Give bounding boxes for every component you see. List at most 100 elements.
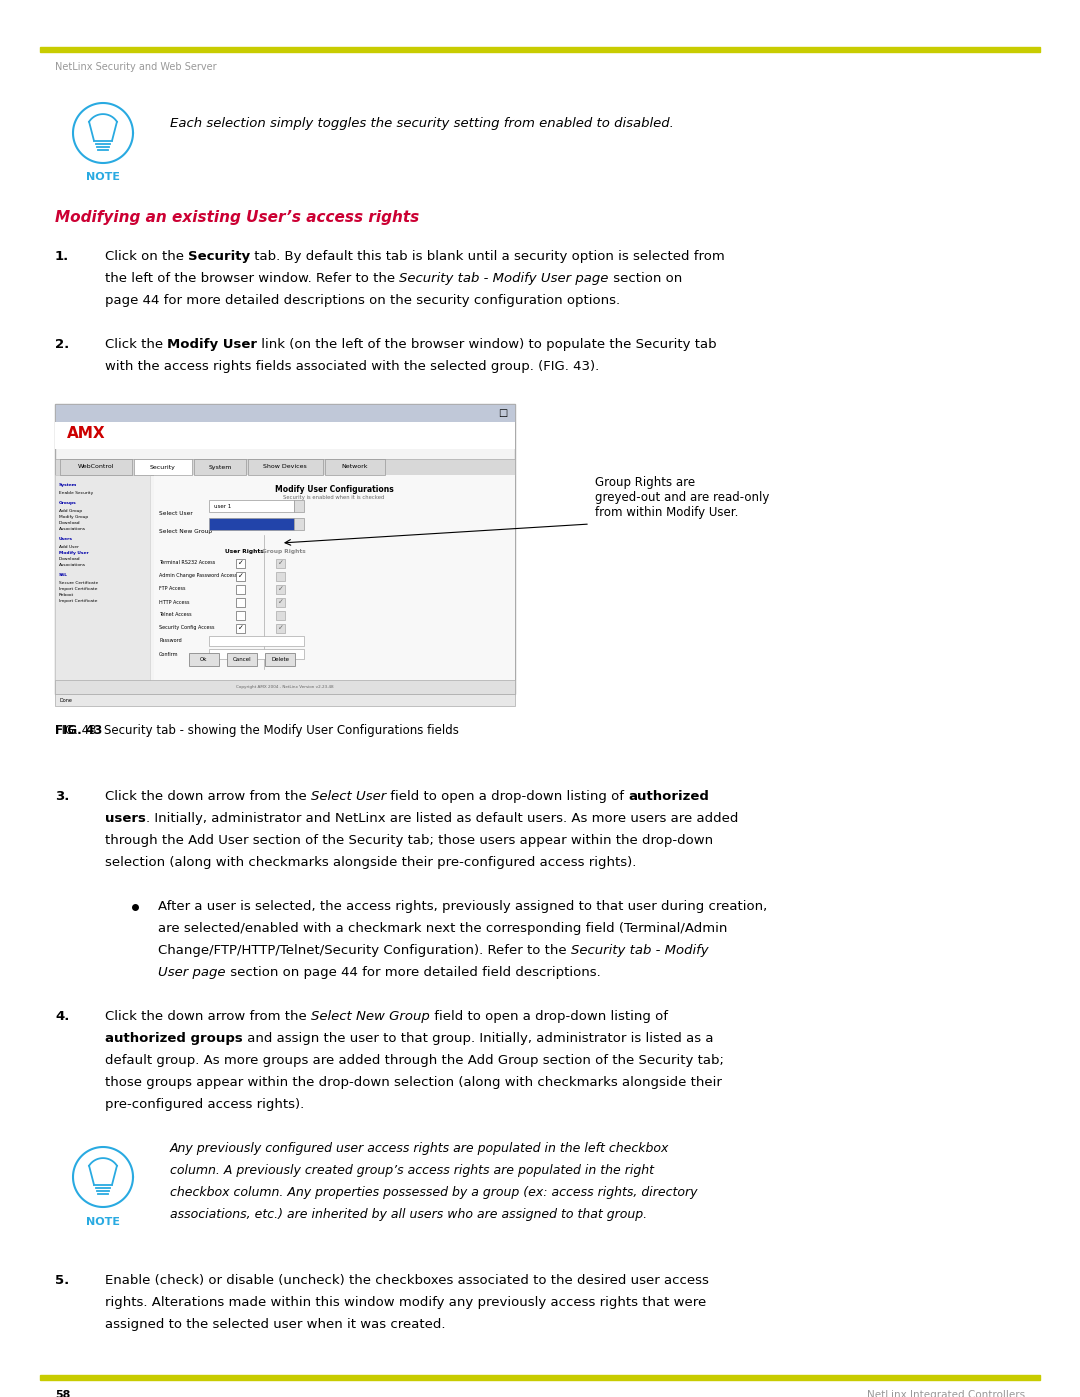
Text: 3.: 3. <box>55 789 69 803</box>
Text: HTTP Access: HTTP Access <box>159 599 189 605</box>
Text: FIG. 43  Security tab - showing the Modify User Configurations fields: FIG. 43 Security tab - showing the Modif… <box>55 724 459 738</box>
Text: System: System <box>59 483 78 488</box>
Text: SSL: SSL <box>59 573 68 577</box>
Text: Click the down arrow from the: Click the down arrow from the <box>105 789 311 803</box>
Text: Download: Download <box>59 521 81 525</box>
Text: through the Add User section of the Security tab; those users appear within the : through the Add User section of the Secu… <box>105 834 713 847</box>
Text: 2.: 2. <box>55 338 69 351</box>
Text: field to open a drop-down listing of: field to open a drop-down listing of <box>430 1010 667 1023</box>
Text: Network: Network <box>341 464 368 469</box>
Bar <box>237 624 245 633</box>
Bar <box>40 47 1040 52</box>
Text: Password: Password <box>159 638 181 644</box>
Text: ✓: ✓ <box>238 560 243 566</box>
Text: Security: Security <box>188 250 251 263</box>
Text: FTP Access: FTP Access <box>159 587 186 591</box>
Text: user 1: user 1 <box>214 503 231 509</box>
Text: Secure Certificate: Secure Certificate <box>59 581 98 585</box>
Text: Click the down arrow from the: Click the down arrow from the <box>105 1010 311 1023</box>
Bar <box>294 500 303 511</box>
Bar <box>55 404 515 422</box>
Bar <box>265 652 295 666</box>
Text: ✓: ✓ <box>238 624 243 631</box>
Bar <box>194 460 246 475</box>
Text: . Initially, administrator and NetLinx are listed as default users. As more user: . Initially, administrator and NetLinx a… <box>146 812 739 826</box>
Text: pre-configured access rights).: pre-configured access rights). <box>105 1098 305 1111</box>
Text: Click the: Click the <box>105 338 167 351</box>
Text: NetLinx Integrated Controllers: NetLinx Integrated Controllers <box>867 1390 1025 1397</box>
Text: Modifying an existing User’s access rights: Modifying an existing User’s access righ… <box>55 210 419 225</box>
Text: NOTE: NOTE <box>86 172 120 182</box>
Bar <box>276 610 285 620</box>
Text: Associations: Associations <box>59 563 86 567</box>
Text: the left of the browser window. Refer to the: the left of the browser window. Refer to… <box>105 272 400 285</box>
Bar <box>248 460 323 475</box>
Text: column. A previously created group’s access rights are populated in the right: column. A previously created group’s acc… <box>170 1164 654 1178</box>
Text: Security tab - Modify: Security tab - Modify <box>571 944 708 957</box>
Text: Admin Change Password Access: Admin Change Password Access <box>159 574 238 578</box>
Text: Security is enabled when it is checked: Security is enabled when it is checked <box>283 495 384 500</box>
Bar <box>276 624 285 633</box>
Bar <box>60 460 132 475</box>
Text: User Rights: User Rights <box>225 549 264 555</box>
Text: rights. Alterations made within this window modify any previously access rights : rights. Alterations made within this win… <box>105 1296 706 1309</box>
Text: After a user is selected, the access rights, previously assigned to that user du: After a user is selected, the access rig… <box>158 900 767 914</box>
Text: Security Config Access: Security Config Access <box>159 626 215 630</box>
Text: Group Rights are
greyed-out and are read-only
from within Modify User.: Group Rights are greyed-out and are read… <box>595 476 769 520</box>
Text: 5.: 5. <box>55 1274 69 1287</box>
Text: Ok: Ok <box>200 657 207 662</box>
Text: Show Devices: Show Devices <box>264 464 307 469</box>
Text: are selected/enabled with a checkmark next the corresponding field (Terminal/Adm: are selected/enabled with a checkmark ne… <box>158 922 727 935</box>
Text: section on: section on <box>609 272 681 285</box>
Text: tab. By default this tab is blank until a security option is selected from: tab. By default this tab is blank until … <box>251 250 725 263</box>
Bar <box>325 460 384 475</box>
Text: Modify User: Modify User <box>59 550 89 555</box>
Text: □: □ <box>498 408 507 418</box>
Text: User page: User page <box>158 965 226 979</box>
Text: Modify User: Modify User <box>167 338 257 351</box>
Bar <box>227 652 257 666</box>
Bar <box>210 500 294 511</box>
Text: selection (along with checkmarks alongside their pre-configured access rights).: selection (along with checkmarks alongsi… <box>105 856 636 869</box>
Text: Done: Done <box>60 697 72 703</box>
Text: 58: 58 <box>55 1390 70 1397</box>
Text: ✓: ✓ <box>278 585 283 592</box>
Text: Cancel: Cancel <box>232 657 252 662</box>
Bar <box>276 598 285 608</box>
Bar <box>237 585 245 594</box>
Text: Change/FTP/HTTP/Telnet/Security Configuration). Refer to the: Change/FTP/HTTP/Telnet/Security Configur… <box>158 944 571 957</box>
Text: Confirm: Confirm <box>159 651 178 657</box>
Text: section on page 44 for more detailed field descriptions.: section on page 44 for more detailed fie… <box>226 965 600 979</box>
Text: and assign the user to that group. Initially, administrator is listed as a: and assign the user to that group. Initi… <box>243 1032 713 1045</box>
Text: ✓: ✓ <box>278 560 283 566</box>
Text: Reboot: Reboot <box>59 592 75 597</box>
Bar <box>210 636 303 645</box>
Bar <box>210 518 294 529</box>
Text: Telnet Access: Telnet Access <box>159 612 191 617</box>
Text: ✓: ✓ <box>238 573 243 578</box>
Text: Security: Security <box>150 464 176 469</box>
Bar <box>55 404 515 694</box>
Text: Import Certificate: Import Certificate <box>59 587 97 591</box>
Text: authorized groups: authorized groups <box>105 1032 243 1045</box>
Text: FIG. 43: FIG. 43 <box>55 724 103 738</box>
Text: Enable (check) or disable (uncheck) the checkboxes associated to the desired use: Enable (check) or disable (uncheck) the … <box>105 1274 708 1287</box>
Text: Security tab - Modify User page: Security tab - Modify User page <box>400 272 609 285</box>
Text: Select User: Select User <box>159 511 192 515</box>
Bar <box>189 652 219 666</box>
Text: page 44 for more detailed descriptions on the security configuration options.: page 44 for more detailed descriptions o… <box>105 293 620 307</box>
Bar <box>237 598 245 608</box>
Text: Select New Group: Select New Group <box>159 529 212 534</box>
Text: Delete: Delete <box>271 657 289 662</box>
Text: checkbox column. Any properties possessed by a group (ex: access rights, directo: checkbox column. Any properties possesse… <box>170 1186 698 1199</box>
Text: Select New Group: Select New Group <box>311 1010 430 1023</box>
Text: Modify Group: Modify Group <box>59 515 89 520</box>
Text: Download: Download <box>59 557 81 562</box>
Text: Any previously configured user access rights are populated in the left checkbox: Any previously configured user access ri… <box>170 1141 670 1155</box>
Text: Add User: Add User <box>59 545 79 549</box>
Text: System: System <box>208 464 232 469</box>
Text: NOTE: NOTE <box>86 1217 120 1227</box>
Text: assigned to the selected user when it was created.: assigned to the selected user when it wa… <box>105 1317 446 1331</box>
Text: Modify User Configurations: Modify User Configurations <box>274 485 393 495</box>
Text: users: users <box>105 812 146 826</box>
